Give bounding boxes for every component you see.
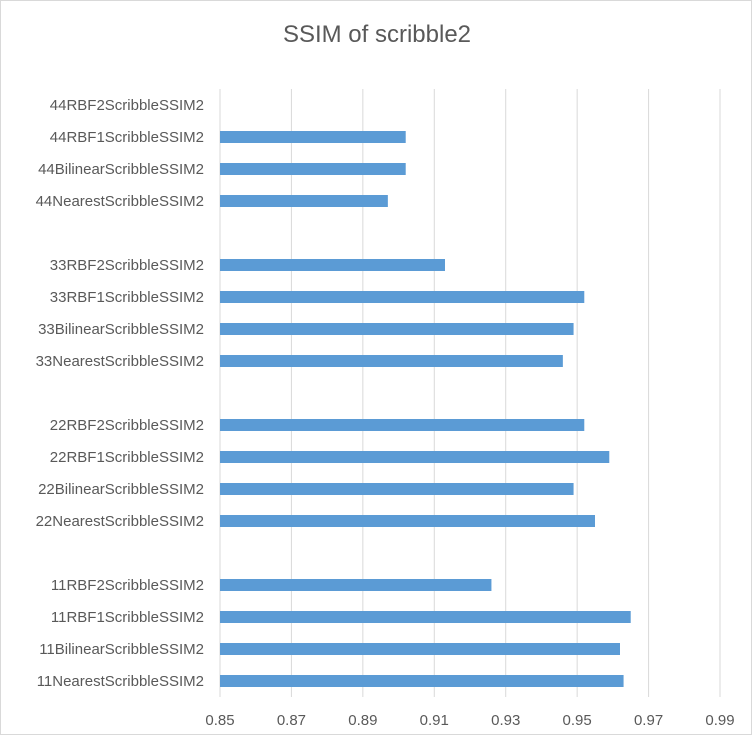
bar <box>220 451 610 463</box>
category-label: 11RBF2ScribbleSSIM2 <box>51 577 204 594</box>
category-label: 22BilinearScribbleSSIM2 <box>38 481 204 498</box>
category-label: 44NearestScribbleSSIM2 <box>36 193 204 210</box>
category-label: 22NearestScribbleSSIM2 <box>36 513 204 530</box>
category-label: 33BilinearScribbleSSIM2 <box>38 321 204 338</box>
x-tick-label: 0.87 <box>277 712 306 729</box>
category-label: 11NearestScribbleSSIM2 <box>37 673 204 690</box>
bar <box>220 675 624 687</box>
x-tick-label: 0.95 <box>563 712 592 729</box>
x-tick-label: 0.93 <box>491 712 520 729</box>
category-label: 44BilinearScribbleSSIM2 <box>38 161 204 178</box>
category-label: 22RBF2ScribbleSSIM2 <box>50 417 204 434</box>
x-tick-label: 0.91 <box>420 712 449 729</box>
category-label: 33RBF2ScribbleSSIM2 <box>50 257 204 274</box>
chart-title: SSIM of scribble2 <box>282 21 472 48</box>
bar <box>220 163 406 175</box>
category-label: 44RBF1ScribbleSSIM2 <box>50 129 204 146</box>
x-tick-label: 0.85 <box>205 712 234 729</box>
bar <box>220 195 388 207</box>
category-label: 22RBF1ScribbleSSIM2 <box>50 449 204 466</box>
category-label: 44RBF2ScribbleSSIM2 <box>50 97 204 114</box>
x-tick-label: 0.99 <box>705 712 734 729</box>
category-label: 33RBF1ScribbleSSIM2 <box>50 289 204 306</box>
bar <box>220 291 585 303</box>
bar <box>220 643 620 655</box>
x-tick-label: 0.97 <box>634 712 663 729</box>
bar <box>220 483 574 495</box>
category-label: 11BilinearScribbleSSIM2 <box>39 641 204 658</box>
bar <box>220 419 585 431</box>
x-tick-label: 0.89 <box>348 712 377 729</box>
bar <box>220 611 631 623</box>
bar <box>220 515 595 527</box>
category-label: 33NearestScribbleSSIM2 <box>36 353 204 370</box>
category-label: 11RBF1ScribbleSSIM2 <box>51 609 204 626</box>
bar <box>220 579 492 591</box>
bar <box>220 131 406 143</box>
bar <box>220 355 563 367</box>
bar <box>220 259 445 271</box>
bar <box>220 323 574 335</box>
